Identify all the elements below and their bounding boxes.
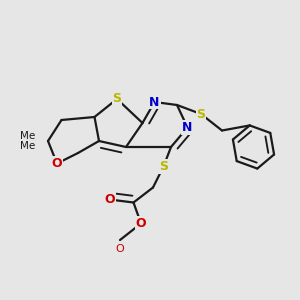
Text: S: S bbox=[159, 160, 168, 173]
Text: N: N bbox=[182, 121, 193, 134]
Text: Me: Me bbox=[20, 130, 35, 141]
Text: O: O bbox=[116, 244, 124, 254]
Text: O: O bbox=[136, 217, 146, 230]
Text: O: O bbox=[52, 157, 62, 170]
Text: S: S bbox=[112, 92, 122, 106]
Text: O: O bbox=[104, 193, 115, 206]
Text: Me: Me bbox=[20, 141, 35, 152]
Text: S: S bbox=[196, 107, 206, 121]
Text: N: N bbox=[149, 95, 160, 109]
